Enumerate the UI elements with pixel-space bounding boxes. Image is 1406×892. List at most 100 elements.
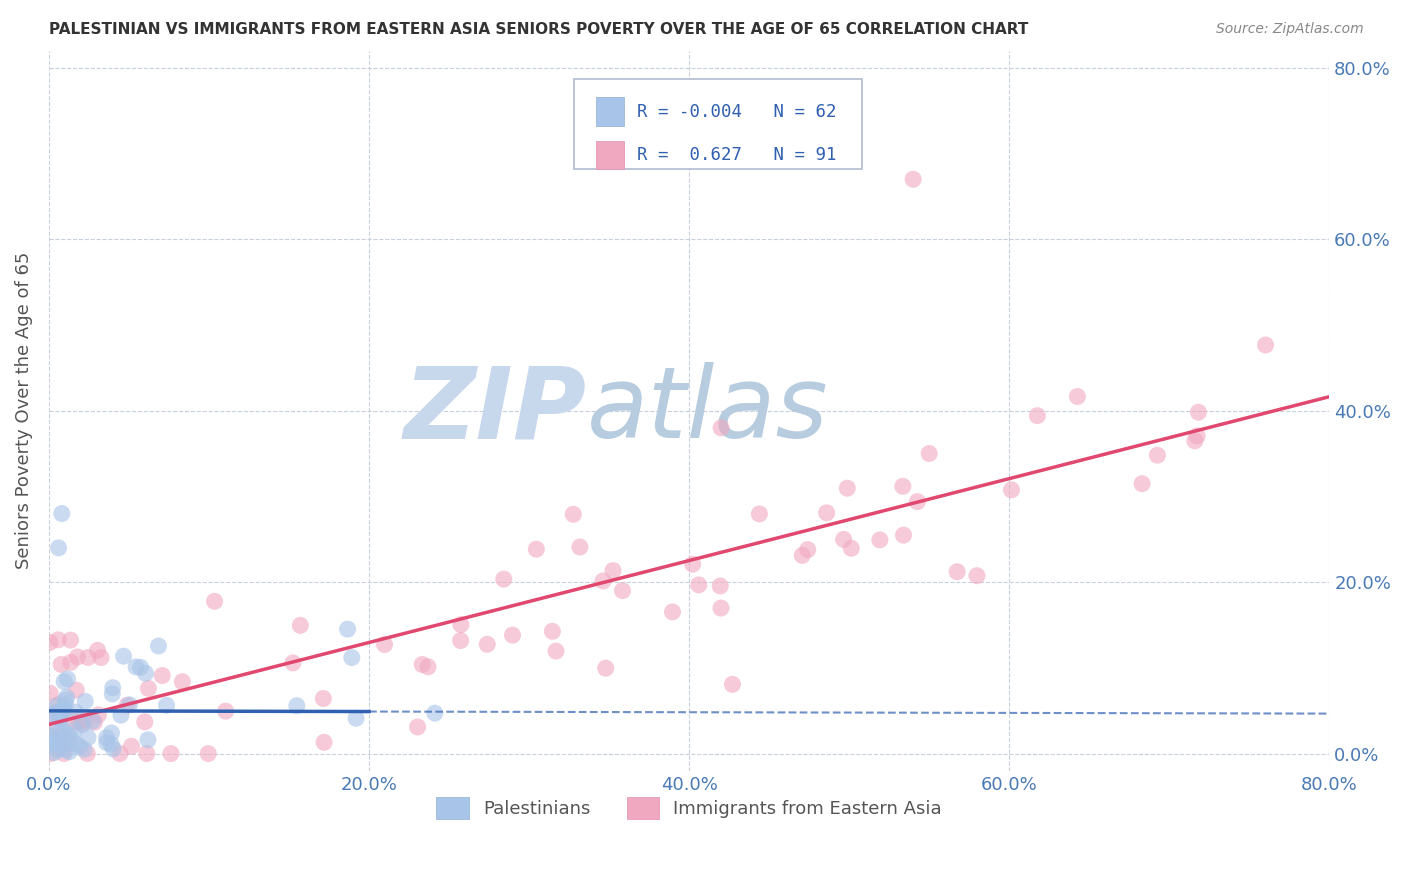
Y-axis label: Seniors Poverty Over the Age of 65: Seniors Poverty Over the Age of 65 — [15, 252, 32, 569]
Point — [52, 747, 75, 761]
Point — [314, 735, 336, 749]
Point — [65, 705, 87, 719]
Point — [682, 558, 704, 572]
Point — [86, 643, 108, 657]
Point — [45, 735, 67, 749]
Point — [53, 693, 76, 707]
Point — [44, 736, 66, 750]
Point — [70, 716, 93, 731]
Point — [832, 533, 855, 547]
FancyBboxPatch shape — [574, 79, 862, 169]
Point — [46, 719, 69, 733]
Point — [837, 481, 859, 495]
Point — [41, 707, 63, 722]
Point — [55, 698, 77, 712]
Point — [148, 639, 170, 653]
Point — [544, 644, 567, 658]
Point — [136, 732, 159, 747]
Point — [710, 421, 733, 435]
Text: Source: ZipAtlas.com: Source: ZipAtlas.com — [1216, 22, 1364, 37]
Point — [118, 698, 141, 712]
Text: PALESTINIAN VS IMMIGRANTS FROM EASTERN ASIA SENIORS POVERTY OVER THE AGE OF 65 C: PALESTINIAN VS IMMIGRANTS FROM EASTERN A… — [49, 22, 1029, 37]
Point — [73, 742, 96, 756]
Point — [49, 712, 72, 726]
Point — [340, 650, 363, 665]
Point — [792, 549, 814, 563]
Point — [592, 574, 614, 588]
Point — [502, 628, 524, 642]
Point — [39, 730, 62, 744]
Point — [65, 737, 87, 751]
Point — [215, 704, 238, 718]
Point — [90, 650, 112, 665]
Text: ZIP: ZIP — [404, 362, 586, 459]
Point — [53, 730, 76, 744]
Point — [72, 717, 94, 731]
Point — [62, 714, 84, 729]
Point — [1187, 405, 1209, 419]
Point — [59, 731, 82, 746]
Point — [46, 632, 69, 647]
Point — [59, 633, 82, 648]
Point — [39, 686, 62, 700]
Point — [1146, 448, 1168, 462]
Point — [75, 694, 97, 708]
Point — [75, 714, 97, 728]
Point — [1026, 409, 1049, 423]
Point — [49, 738, 72, 752]
Point — [134, 714, 156, 729]
Point — [197, 747, 219, 761]
Point — [45, 699, 67, 714]
Point — [65, 683, 87, 698]
Point — [411, 657, 433, 672]
Point — [374, 638, 396, 652]
Point — [100, 726, 122, 740]
Point — [53, 674, 76, 689]
Point — [59, 656, 82, 670]
Point — [344, 711, 367, 725]
Point — [58, 745, 80, 759]
Point — [204, 594, 226, 608]
Point — [595, 661, 617, 675]
Point — [602, 564, 624, 578]
Point — [83, 715, 105, 730]
Point — [1184, 434, 1206, 448]
Point — [150, 668, 173, 682]
Point — [52, 703, 75, 717]
Point — [44, 709, 66, 723]
Point — [869, 533, 891, 547]
Point — [891, 479, 914, 493]
Point — [312, 691, 335, 706]
Point — [103, 742, 125, 756]
Point — [129, 660, 152, 674]
Point — [38, 732, 60, 747]
Point — [1254, 338, 1277, 352]
Point — [568, 540, 591, 554]
Point — [138, 681, 160, 696]
Point — [721, 677, 744, 691]
Point — [66, 649, 89, 664]
Point — [748, 507, 770, 521]
Point — [492, 572, 515, 586]
Point — [82, 714, 104, 728]
Point — [100, 737, 122, 751]
Point — [67, 714, 90, 728]
Point — [120, 739, 142, 754]
Point — [281, 656, 304, 670]
Text: atlas: atlas — [586, 362, 828, 459]
Point — [1130, 476, 1153, 491]
Point — [406, 720, 429, 734]
Point — [477, 637, 499, 651]
Point — [52, 737, 75, 751]
Point — [661, 605, 683, 619]
Point — [38, 726, 60, 740]
Point — [285, 698, 308, 713]
Point — [49, 713, 72, 727]
Point — [46, 743, 69, 757]
Point — [108, 747, 131, 761]
Point — [135, 747, 157, 761]
Point — [709, 579, 731, 593]
Point — [49, 657, 72, 672]
Point — [135, 666, 157, 681]
Point — [893, 528, 915, 542]
